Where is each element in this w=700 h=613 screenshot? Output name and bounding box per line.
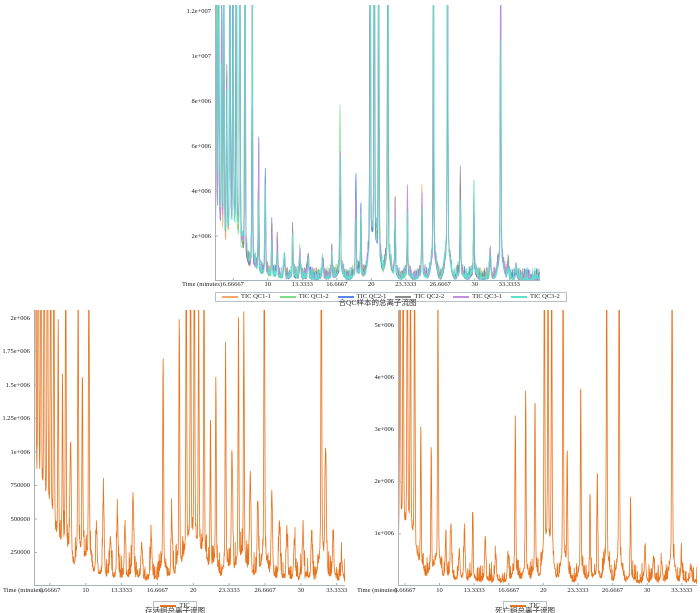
y-tick-label: 5e+006 bbox=[374, 322, 394, 330]
x-tick-label: 13.3333 bbox=[110, 587, 133, 594]
legend-line-swatch-icon bbox=[337, 296, 354, 298]
legend-line-swatch-icon bbox=[510, 605, 527, 607]
legend-entry: TIC bbox=[160, 601, 190, 610]
axis-lines bbox=[34, 310, 345, 586]
x-tick-label: 30 bbox=[471, 281, 479, 288]
x-tick-label: 16.6667 bbox=[326, 281, 348, 288]
chart-title: 存活组总离子流图 bbox=[145, 606, 205, 613]
plot-area-pooled-qc bbox=[215, 5, 540, 281]
x-tick-label: 13.3333 bbox=[291, 281, 313, 288]
axis-lines bbox=[215, 5, 540, 281]
y-tick-label: 4e+006 bbox=[374, 374, 394, 382]
x-tick-label: 6.66667 bbox=[39, 587, 61, 594]
x-axis-title: Time (minutes) bbox=[182, 281, 223, 288]
legend-entry: TIC QC3-2 bbox=[510, 292, 560, 301]
x-axis-title: Time (minutes) bbox=[357, 587, 398, 594]
trace-tic bbox=[34, 310, 345, 582]
y-tick-label: 1.25e+006 bbox=[2, 415, 30, 423]
axis-lines bbox=[398, 310, 697, 586]
legend-line-swatch-icon bbox=[222, 296, 238, 298]
x-tick-label: 16.6667 bbox=[498, 587, 520, 594]
y-tick-label: 500000 bbox=[10, 515, 31, 523]
y-tick-label: 1.2e+007 bbox=[186, 7, 211, 15]
x-tick-label: 20 bbox=[540, 587, 547, 594]
legend-entry: TIC bbox=[510, 601, 540, 610]
legend-line-swatch-icon bbox=[160, 605, 177, 607]
legend-label: TIC QC2-1 bbox=[356, 292, 387, 300]
y-tick-label: 1e+006 bbox=[374, 530, 394, 538]
y-tick-label: 2e+006 bbox=[10, 314, 30, 322]
legend: TIC QC1-1 TIC QC1-2 TIC QC2-1 TIC QC2-2 TIC … bbox=[215, 286, 567, 303]
y-tick-label: 1e+007 bbox=[191, 52, 211, 60]
y-tick-label: 250000 bbox=[10, 549, 31, 556]
legend-box: TIC QC1-1 TIC QC1-2 TIC QC2-1 TIC QC2-2 TIC … bbox=[215, 291, 567, 303]
legend-label: TIC bbox=[529, 601, 540, 609]
legend-entry: TIC QC1-1 bbox=[222, 292, 271, 301]
x-tick-label: 23.3333 bbox=[218, 587, 240, 594]
legend-label: TIC bbox=[179, 601, 190, 609]
legend-label: TIC QC3-2 bbox=[529, 292, 560, 300]
legend-label: TIC QC1-1 bbox=[241, 292, 271, 300]
legend-line-swatch-icon bbox=[453, 296, 470, 298]
y-tick-label: 750000 bbox=[10, 482, 31, 489]
x-tick-label: 6.66667 bbox=[394, 587, 416, 594]
legend: TIC bbox=[350, 595, 700, 612]
x-tick-label: 10 bbox=[436, 587, 443, 594]
y-tick-label: 3e+006 bbox=[374, 426, 394, 434]
y-tick-label: 2e+006 bbox=[374, 478, 394, 486]
x-tick-label: 20 bbox=[368, 281, 375, 288]
x-tick-label: 10 bbox=[82, 587, 89, 594]
x-tick-label: 13.3333 bbox=[463, 587, 485, 594]
x-tick-label: 10 bbox=[264, 281, 272, 288]
chart-death-group-tic: 1e+006 2e+006 3e+006 4e+006 5e+006 6.66667 10… bbox=[350, 305, 700, 613]
x-tick-label: 26.6667 bbox=[254, 587, 276, 594]
trace-tic bbox=[398, 310, 697, 584]
legend-line-swatch-icon bbox=[279, 296, 296, 298]
x-axis-title: Time (minutes) bbox=[3, 587, 44, 594]
x-tick-label: 20 bbox=[190, 587, 197, 594]
legend-line-swatch-icon bbox=[510, 296, 527, 298]
y-tick-label: 2e+006 bbox=[191, 232, 211, 240]
plot-area-survival-group bbox=[34, 310, 345, 586]
x-tick-label: 33.3333 bbox=[671, 587, 693, 594]
x-tick-label: 26.6667 bbox=[601, 587, 624, 594]
y-tick-label: 1.5e+006 bbox=[5, 381, 30, 389]
legend-entry: TIC QC3-1 bbox=[453, 292, 502, 301]
x-tick-label: 33.3333 bbox=[326, 587, 348, 594]
legend-box: TIC bbox=[153, 600, 197, 612]
y-tick-label: 1.75e+006 bbox=[2, 348, 30, 356]
y-tick-label: 6e+006 bbox=[191, 142, 211, 150]
x-tick-label: 16.6667 bbox=[146, 587, 168, 594]
y-tick-label: 8e+006 bbox=[191, 97, 211, 105]
chart-pooled-qc-tic: 2e+006 4e+006 6e+006 8e+006 1e+007 1.2e+007 6… bbox=[182, 5, 567, 307]
legend-line-swatch-icon bbox=[395, 296, 412, 298]
y-tick-label: 4e+006 bbox=[191, 187, 211, 195]
x-tick-label: 26.6667 bbox=[429, 281, 451, 288]
x-tick-label: 30 bbox=[297, 587, 305, 594]
legend: TIC bbox=[0, 595, 350, 612]
chart-title: 合QC样本的总离子流图 bbox=[338, 298, 417, 307]
chart-survival-group-tic: 250000 500000 750000 1e+006 1.25e+006 1.5e+00… bbox=[0, 305, 350, 613]
legend-label: TIC QC1-2 bbox=[298, 292, 329, 300]
plot-area-death-group bbox=[398, 310, 697, 586]
y-tick-label: 1e+006 bbox=[10, 448, 30, 456]
legend-entry: TIC QC2-2 bbox=[395, 292, 445, 301]
x-tick-label: 6.66667 bbox=[222, 281, 244, 288]
x-tick-label: 30 bbox=[643, 587, 651, 594]
legend-label: TIC QC2-2 bbox=[414, 292, 445, 300]
x-tick-label: 33.3333 bbox=[498, 281, 520, 288]
legend-entry: TIC QC2-1 bbox=[337, 292, 387, 301]
legend-box: TIC bbox=[503, 600, 547, 612]
x-tick-label: 23.3333 bbox=[567, 587, 589, 594]
legend-label: TIC QC3-1 bbox=[472, 292, 502, 300]
legend-entry: TIC QC1-2 bbox=[279, 292, 329, 301]
trace-tic-qc3-2 bbox=[215, 5, 540, 281]
x-tick-label: 23.3333 bbox=[395, 281, 417, 288]
chart-title: 死亡组总离子流图 bbox=[495, 606, 555, 613]
